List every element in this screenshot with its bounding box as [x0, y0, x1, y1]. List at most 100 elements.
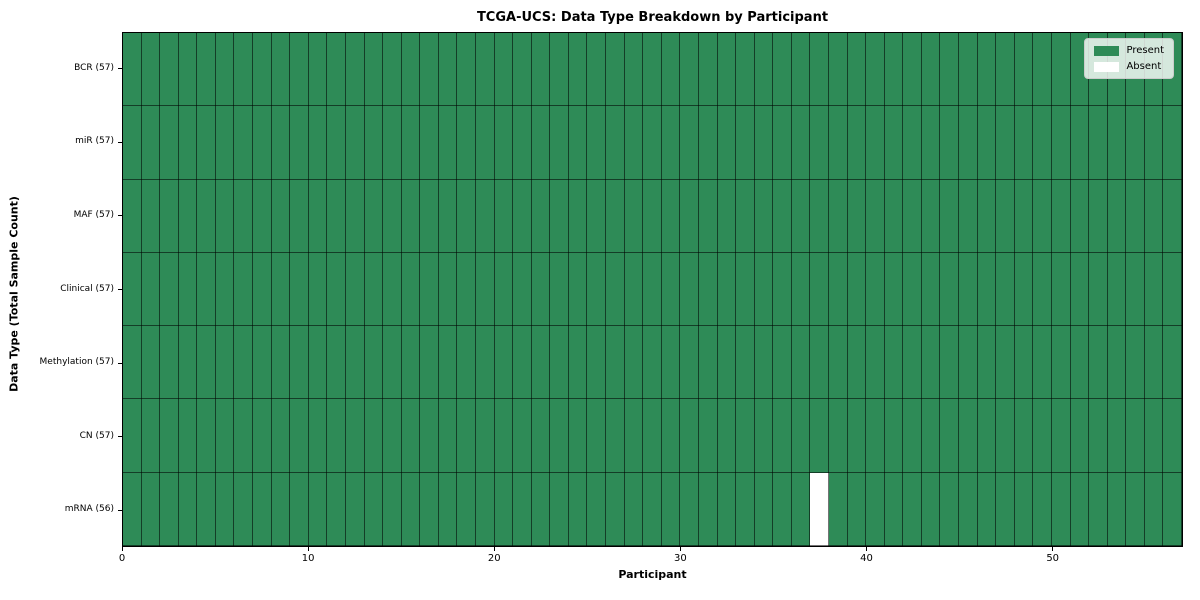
heatmap-cell [327, 179, 346, 253]
heatmap-cell [959, 252, 978, 327]
heatmap-cell [178, 399, 198, 473]
heatmap-cell [290, 326, 309, 400]
heatmap-cell [568, 179, 588, 253]
heatmap-cell [364, 33, 384, 107]
heatmap-cell [457, 399, 476, 473]
heatmap-cell [1014, 326, 1034, 400]
heatmap-cell [308, 106, 328, 180]
heatmap-cell [903, 179, 922, 253]
heatmap-cell [717, 252, 737, 327]
heatmap-cell [364, 179, 384, 253]
heatmap-cell [717, 106, 737, 180]
heatmap-cell [754, 399, 774, 473]
heatmap-cell [513, 252, 532, 327]
heatmap-cell [940, 179, 960, 253]
heatmap-cell [531, 326, 551, 400]
heatmap-cell [160, 106, 179, 180]
heatmap-cell [550, 326, 569, 400]
heatmap-cell [568, 399, 588, 473]
heatmap-cell [643, 106, 662, 180]
heatmap-cell [215, 326, 235, 400]
heatmap-cell [736, 399, 755, 473]
heatmap-cell [178, 33, 198, 107]
heatmap-cell [438, 33, 458, 107]
heatmap-cell [234, 106, 254, 180]
heatmap-cell [513, 399, 532, 473]
heatmap-cell [178, 252, 198, 327]
heatmap-cell [253, 179, 272, 253]
heatmap-cell [884, 399, 904, 473]
heatmap-cell [494, 326, 514, 400]
heatmap-cell [996, 472, 1015, 546]
heatmap-cell [1014, 399, 1034, 473]
heatmap-cell [401, 326, 421, 400]
heatmap-cell [234, 33, 254, 107]
heatmap-cell [736, 106, 755, 180]
heatmap-cell [1070, 399, 1090, 473]
heatmap-cell [606, 472, 625, 546]
heatmap-cell [531, 106, 551, 180]
heatmap-cell [847, 399, 867, 473]
heatmap-cell [1051, 399, 1071, 473]
heatmap-cell [215, 106, 235, 180]
heatmap-cell [698, 399, 718, 473]
heatmap-cell [197, 252, 216, 327]
heatmap-cell [606, 179, 625, 253]
x-axis-label: Participant [618, 568, 687, 581]
heatmap-cell [1051, 326, 1071, 400]
heatmap-cell [531, 179, 551, 253]
heatmap-cell [345, 106, 365, 180]
heatmap-cell [364, 326, 384, 400]
heatmap-cell [290, 399, 309, 473]
heatmap-cell [773, 179, 792, 253]
y-tick-label: BCR (57) [74, 62, 114, 73]
heatmap-cell [587, 326, 607, 400]
heatmap-cell [1126, 399, 1145, 473]
heatmap-cell [810, 179, 829, 253]
absent-swatch [1094, 61, 1120, 72]
heatmap-cell [420, 399, 439, 473]
heatmap-cell [568, 472, 588, 546]
heatmap-cell [327, 252, 346, 327]
present-swatch [1094, 45, 1120, 56]
heatmap-cell [717, 33, 737, 107]
heatmap-cell [587, 472, 607, 546]
heatmap-cell [977, 399, 997, 473]
heatmap-cell [866, 472, 885, 546]
heatmap-cell [420, 326, 439, 400]
heatmap-cell [253, 252, 272, 327]
heatmap-cell [866, 106, 885, 180]
heatmap-cell [996, 179, 1015, 253]
heatmap-grid [123, 33, 1182, 546]
heatmap-cell [940, 106, 960, 180]
heatmap-cell [494, 252, 514, 327]
heatmap-cell [624, 179, 644, 253]
heatmap-cell [847, 179, 867, 253]
heatmap-cell [866, 326, 885, 400]
heatmap-cell [624, 106, 644, 180]
heatmap-cell [977, 326, 997, 400]
heatmap-cell [959, 179, 978, 253]
heatmap-cell [1163, 399, 1182, 473]
heatmap-cell [327, 326, 346, 400]
heatmap-cell [1089, 472, 1108, 546]
heatmap-cell [1014, 106, 1034, 180]
heatmap-cell [921, 326, 941, 400]
y-tick-mark [118, 141, 122, 143]
heatmap-cell [1126, 252, 1145, 327]
heatmap-cell [624, 326, 644, 400]
heatmap-cell [754, 179, 774, 253]
heatmap-cell [1051, 252, 1071, 327]
heatmap-cell [921, 33, 941, 107]
heatmap-cell [791, 326, 811, 400]
heatmap-cell [1089, 106, 1108, 180]
x-tick-mark [866, 547, 868, 551]
heatmap-cell [550, 33, 569, 107]
heatmap-cell [160, 326, 179, 400]
heatmap-cell [643, 179, 662, 253]
heatmap-cell [996, 399, 1015, 473]
heatmap-cell [345, 399, 365, 473]
legend-label-present: Present [1126, 45, 1164, 56]
heatmap-cell [643, 326, 662, 400]
heatmap-cell [420, 106, 439, 180]
